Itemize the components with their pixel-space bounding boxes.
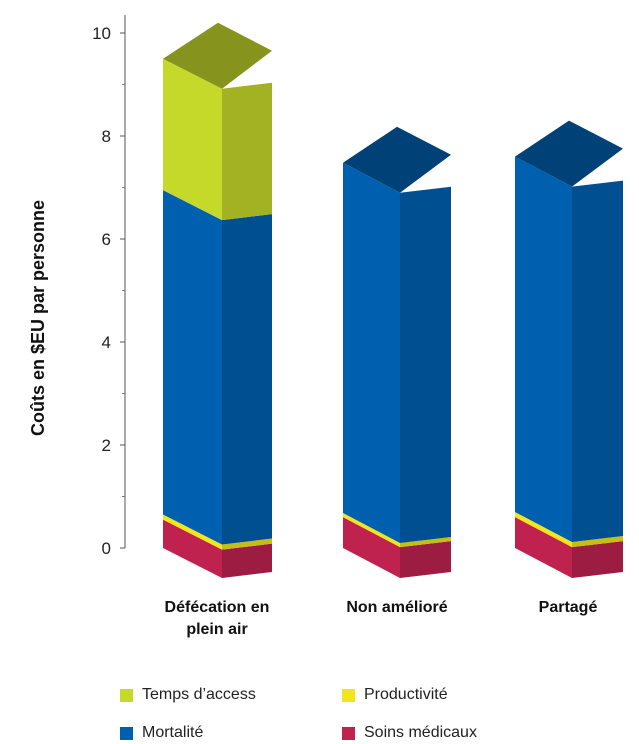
- y-tick-label: 8: [102, 127, 111, 146]
- category-label: Partagé: [539, 599, 598, 616]
- bar-segment-soins-medicaux: [515, 517, 572, 578]
- bar-segment-mortalite: [515, 156, 572, 542]
- bar-segment-side-soins-medicaux: [400, 541, 451, 578]
- legend-item-mortalite: Mortalité: [120, 724, 203, 742]
- legend-item-soins-medicaux: Soins médicaux: [342, 724, 477, 742]
- bar-segment-side-temps-d-access: [222, 82, 272, 221]
- category-label: plein air: [186, 621, 247, 638]
- bar-defecation-en-plein-air: [163, 22, 272, 578]
- legend-label: Soins médicaux: [364, 724, 477, 741]
- bar-segment-soins-medicaux: [163, 519, 222, 578]
- category-labels: Défécation en plein air Non amélioré Partag…: [165, 599, 598, 638]
- legend-swatch-temps-access: [120, 688, 133, 702]
- legend-label: Mortalité: [142, 724, 204, 741]
- bar-segment-productivite: [515, 511, 572, 548]
- bar-non-ameliore: [343, 126, 451, 578]
- legend-swatch-mortalite: [120, 726, 133, 740]
- y-tick-label: 4: [102, 333, 111, 352]
- bar-segment-productivite: [343, 512, 400, 548]
- bar-segment-side-productivite: [400, 536, 451, 548]
- stacked-bar-chart: 0 2 4 6 8 10 Défécation en plein air Non amélio…: [28, 15, 623, 638]
- bar-segment-side-soins-medicaux: [572, 541, 623, 578]
- bar-segment-productivite: [163, 514, 222, 550]
- bar-segment-mortalite: [343, 162, 400, 543]
- bar-top-defecation-en-plein-air: [163, 22, 272, 89]
- bar-segment-side-productivite: [572, 535, 623, 548]
- category-label: Défécation en: [165, 599, 270, 616]
- y-tick-label: 0: [102, 539, 111, 558]
- y-tick-label: 10: [92, 24, 111, 43]
- bar-segment-side-mortalite: [400, 186, 451, 543]
- bar-top-partage: [515, 120, 623, 187]
- category-label: Non amélioré: [346, 599, 447, 616]
- bar-segment-side-mortalite: [222, 214, 272, 545]
- bar-segment-temps-d-access: [163, 58, 222, 221]
- y-axis: 0 2 4 6 8 10: [92, 15, 126, 558]
- bar-top-non-ameliore: [343, 126, 451, 193]
- legend-swatch-soins-medicaux: [342, 726, 355, 740]
- y-tick-label: 6: [102, 230, 111, 249]
- bar-segment-side-productivite: [222, 538, 272, 550]
- legend-label: Temps d’access: [142, 686, 256, 703]
- legend-swatch-productivite: [342, 688, 355, 702]
- bar-segment-side-mortalite: [572, 180, 623, 542]
- bar-segment-mortalite: [163, 190, 222, 545]
- y-axis-title: Coûts en $EU par personne: [28, 200, 48, 436]
- y-tick-label: 2: [102, 436, 111, 455]
- bar-segment-side-soins-medicaux: [222, 543, 272, 578]
- bar-segment-soins-medicaux: [343, 517, 400, 578]
- legend-item-productivite: Productivité: [342, 686, 448, 704]
- bars: [163, 22, 623, 578]
- bar-partage: [515, 120, 623, 578]
- legend-label: Productivité: [364, 686, 448, 703]
- legend-item-temps-access: Temps d’access: [120, 686, 256, 704]
